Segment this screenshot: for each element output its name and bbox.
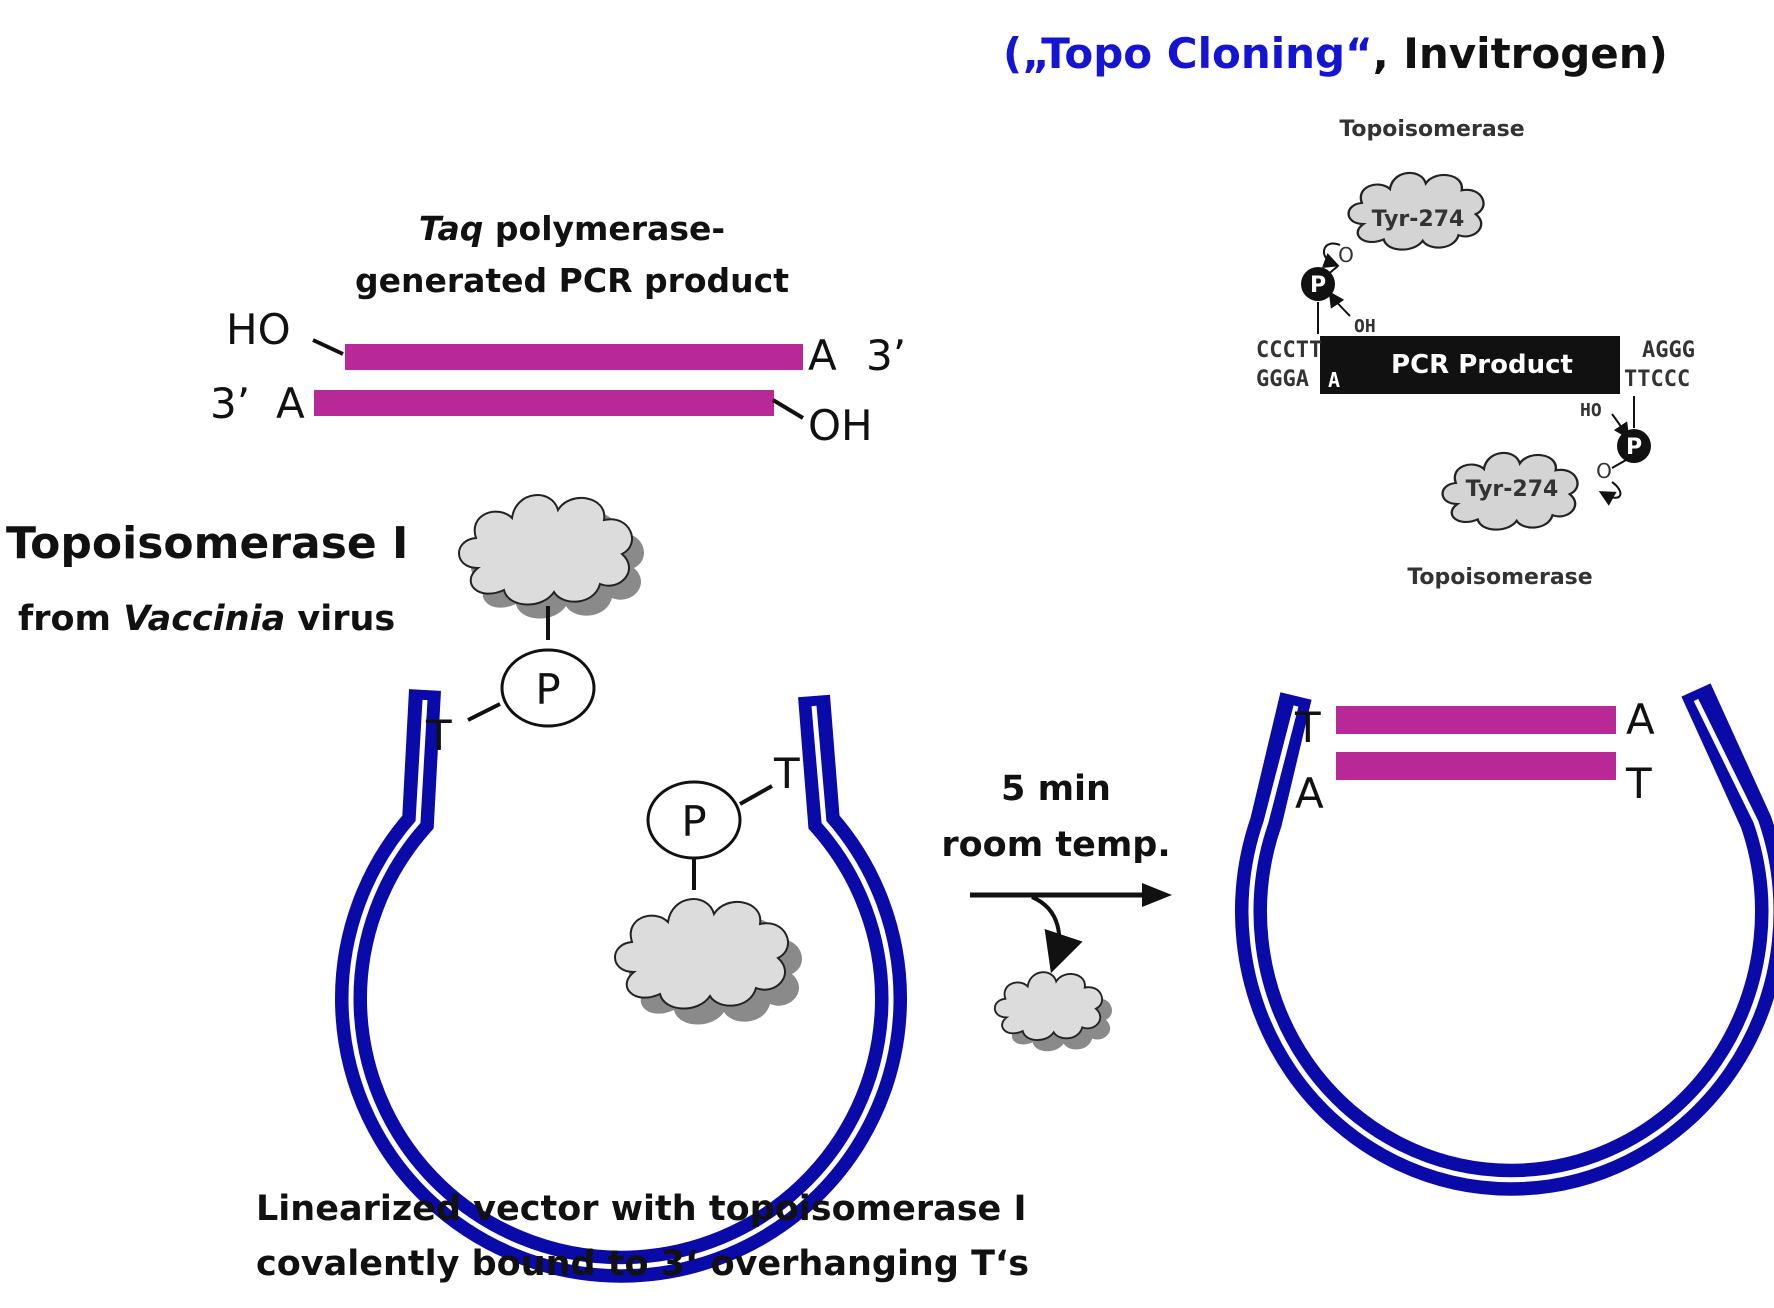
insert-top-strand	[1336, 706, 1616, 734]
inset-o-top: O	[1338, 243, 1354, 267]
inset-left-top-seq: CCCTT	[1256, 338, 1322, 363]
phosphate-top-label: P	[535, 665, 560, 714]
inset-left-bottom-seq: GGGA	[1256, 367, 1309, 392]
inset-oh-arrow	[1328, 291, 1351, 317]
inset-topo-top-label: Topoisomerase	[1339, 117, 1524, 142]
release-arrow	[1031, 895, 1083, 974]
inset-p-top: P	[1310, 273, 1326, 298]
enzyme-origin: from Vaccinia virus	[18, 599, 395, 639]
title-topo-cloning: („Topo Cloning“	[1003, 29, 1373, 78]
inset-o-bottom: O	[1596, 459, 1612, 483]
inset-tyr-bottom: Tyr-274	[1466, 477, 1559, 502]
inset-oh: OH	[1354, 316, 1376, 337]
title-invitrogen: , Invitrogen)	[1373, 29, 1668, 78]
pcr-label-line1: Taq polymerase-	[419, 209, 725, 248]
insert-top-right-label: A	[1626, 695, 1655, 744]
enzyme-title: Topoisomerase I	[6, 518, 408, 569]
insert-bottom-left-label: A	[1295, 769, 1324, 818]
pcr-label-taq: Taq	[419, 209, 484, 248]
pcr-oh-bond	[771, 398, 805, 420]
topoisomerase-cloud-bottom	[613, 898, 803, 1025]
caption-line1: Linearized vector with topoisomerase I	[256, 1189, 1026, 1229]
inset-pcr-product-label: PCR Product	[1391, 350, 1573, 380]
caption-line2: covalently bound to 3‘ overhanging T‘s	[256, 1244, 1029, 1284]
inset-curl-top	[1321, 242, 1341, 268]
enzyme-virus: virus	[285, 599, 395, 639]
phosphate-bottom-label: P	[681, 797, 706, 846]
reaction-arrow-head	[1142, 883, 1172, 907]
vector-left-backbone	[335, 689, 907, 1283]
vector-right-strand-gap	[1248, 698, 1774, 1183]
inset-left-a: A	[1328, 368, 1340, 392]
pcr-top-strand	[345, 344, 803, 370]
pcr-label-line2: generated PCR product	[355, 261, 789, 300]
pcr-label-polymerase: polymerase-	[483, 209, 725, 248]
vector-left	[335, 689, 907, 1283]
vector-right	[1235, 683, 1774, 1196]
insert-bottom-strand	[1336, 752, 1616, 780]
pcr-ho-label: HO	[226, 305, 291, 354]
inset-p-bottom: P	[1626, 435, 1642, 460]
inset-ho: HO	[1580, 400, 1602, 421]
phosphate-bottom-t-bond	[739, 784, 773, 806]
title: („Topo Cloning“, Invitrogen)	[1003, 29, 1668, 78]
inset-right-top-seq: AGGG	[1642, 338, 1695, 363]
inset-phosphate-bottom	[1617, 429, 1651, 463]
inset-pcr-product-bar	[1320, 336, 1620, 394]
released-topoisomerase-cloud	[993, 971, 1113, 1052]
pcr-bottom-a-label: A	[276, 379, 305, 428]
enzyme-vaccinia: Vaccinia	[123, 599, 285, 639]
topoisomerase-cloud-top	[457, 494, 645, 619]
vector-right-t-label: T	[773, 749, 800, 798]
reaction-temp: room temp.	[941, 825, 1170, 865]
inset-mechanism: Topoisomerase Tyr-274 O P OH PCR Product…	[1256, 117, 1695, 590]
inset-phosphate-top	[1301, 267, 1335, 301]
insert-bottom-right-label: T	[1625, 759, 1652, 808]
phosphate-top-t-bond	[467, 702, 501, 722]
inset-tyr-top: Tyr-274	[1372, 207, 1465, 232]
vector-left-strand-gap	[348, 699, 894, 1270]
inset-right-bottom-seq: TTCCC	[1624, 367, 1690, 392]
inset-topo-bottom-label: Topoisomerase	[1407, 565, 1592, 590]
inset-ho-arrow	[1611, 413, 1630, 439]
inset-curl-bottom	[1598, 481, 1622, 506]
pcr-top-a-label: A	[808, 331, 837, 380]
inset-right-a: A	[1620, 338, 1632, 362]
pcr-top-3prime-label: 3’	[866, 331, 906, 380]
pcr-bottom-3prime-label: 3’	[210, 379, 250, 428]
pcr-ho-bond	[312, 338, 344, 356]
pcr-bottom-strand	[314, 390, 774, 416]
enzyme-from: from	[18, 599, 123, 639]
reaction-time: 5 min	[1001, 769, 1111, 809]
insert-top-left-label: T	[1294, 703, 1321, 752]
pcr-oh-label: OH	[808, 401, 873, 450]
phosphate-top	[500, 648, 596, 728]
vector-left-t-label: T	[425, 711, 452, 760]
